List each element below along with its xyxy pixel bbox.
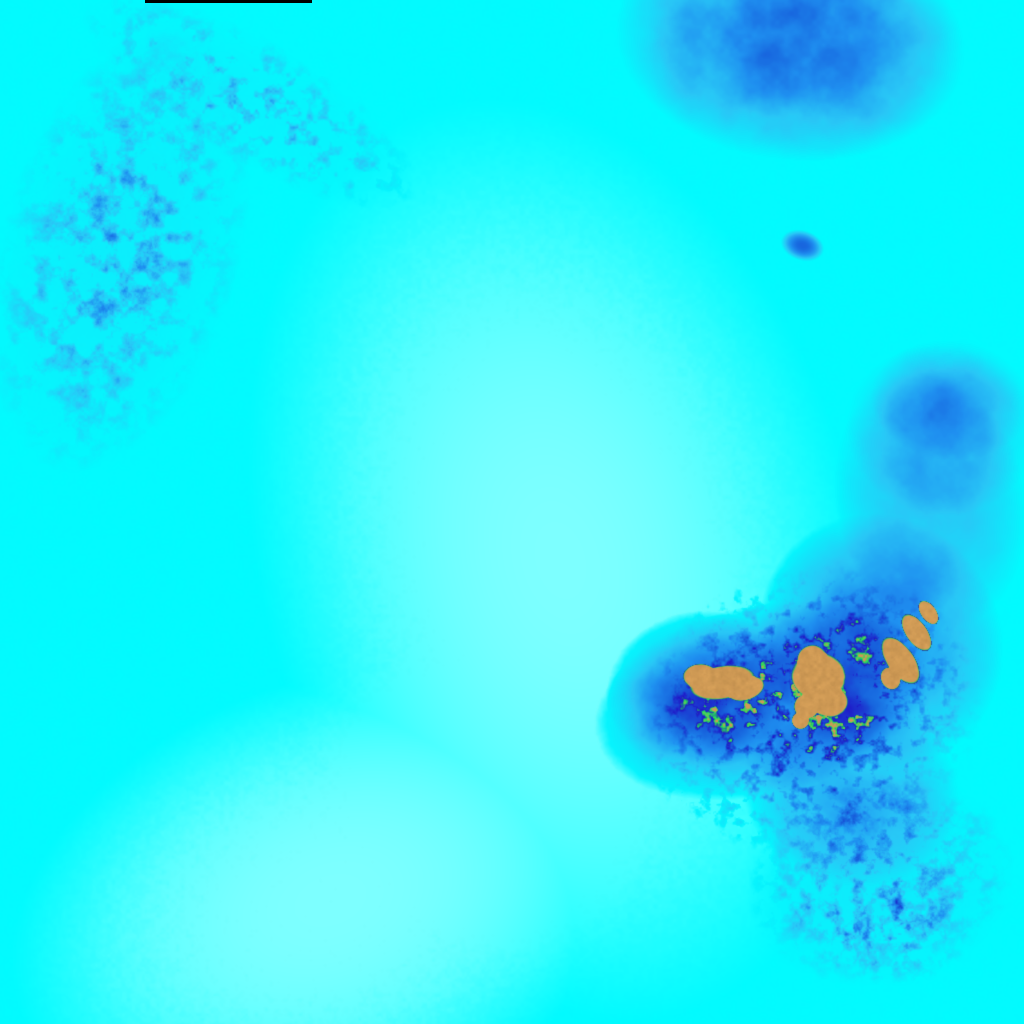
scale-bar (145, 0, 312, 3)
